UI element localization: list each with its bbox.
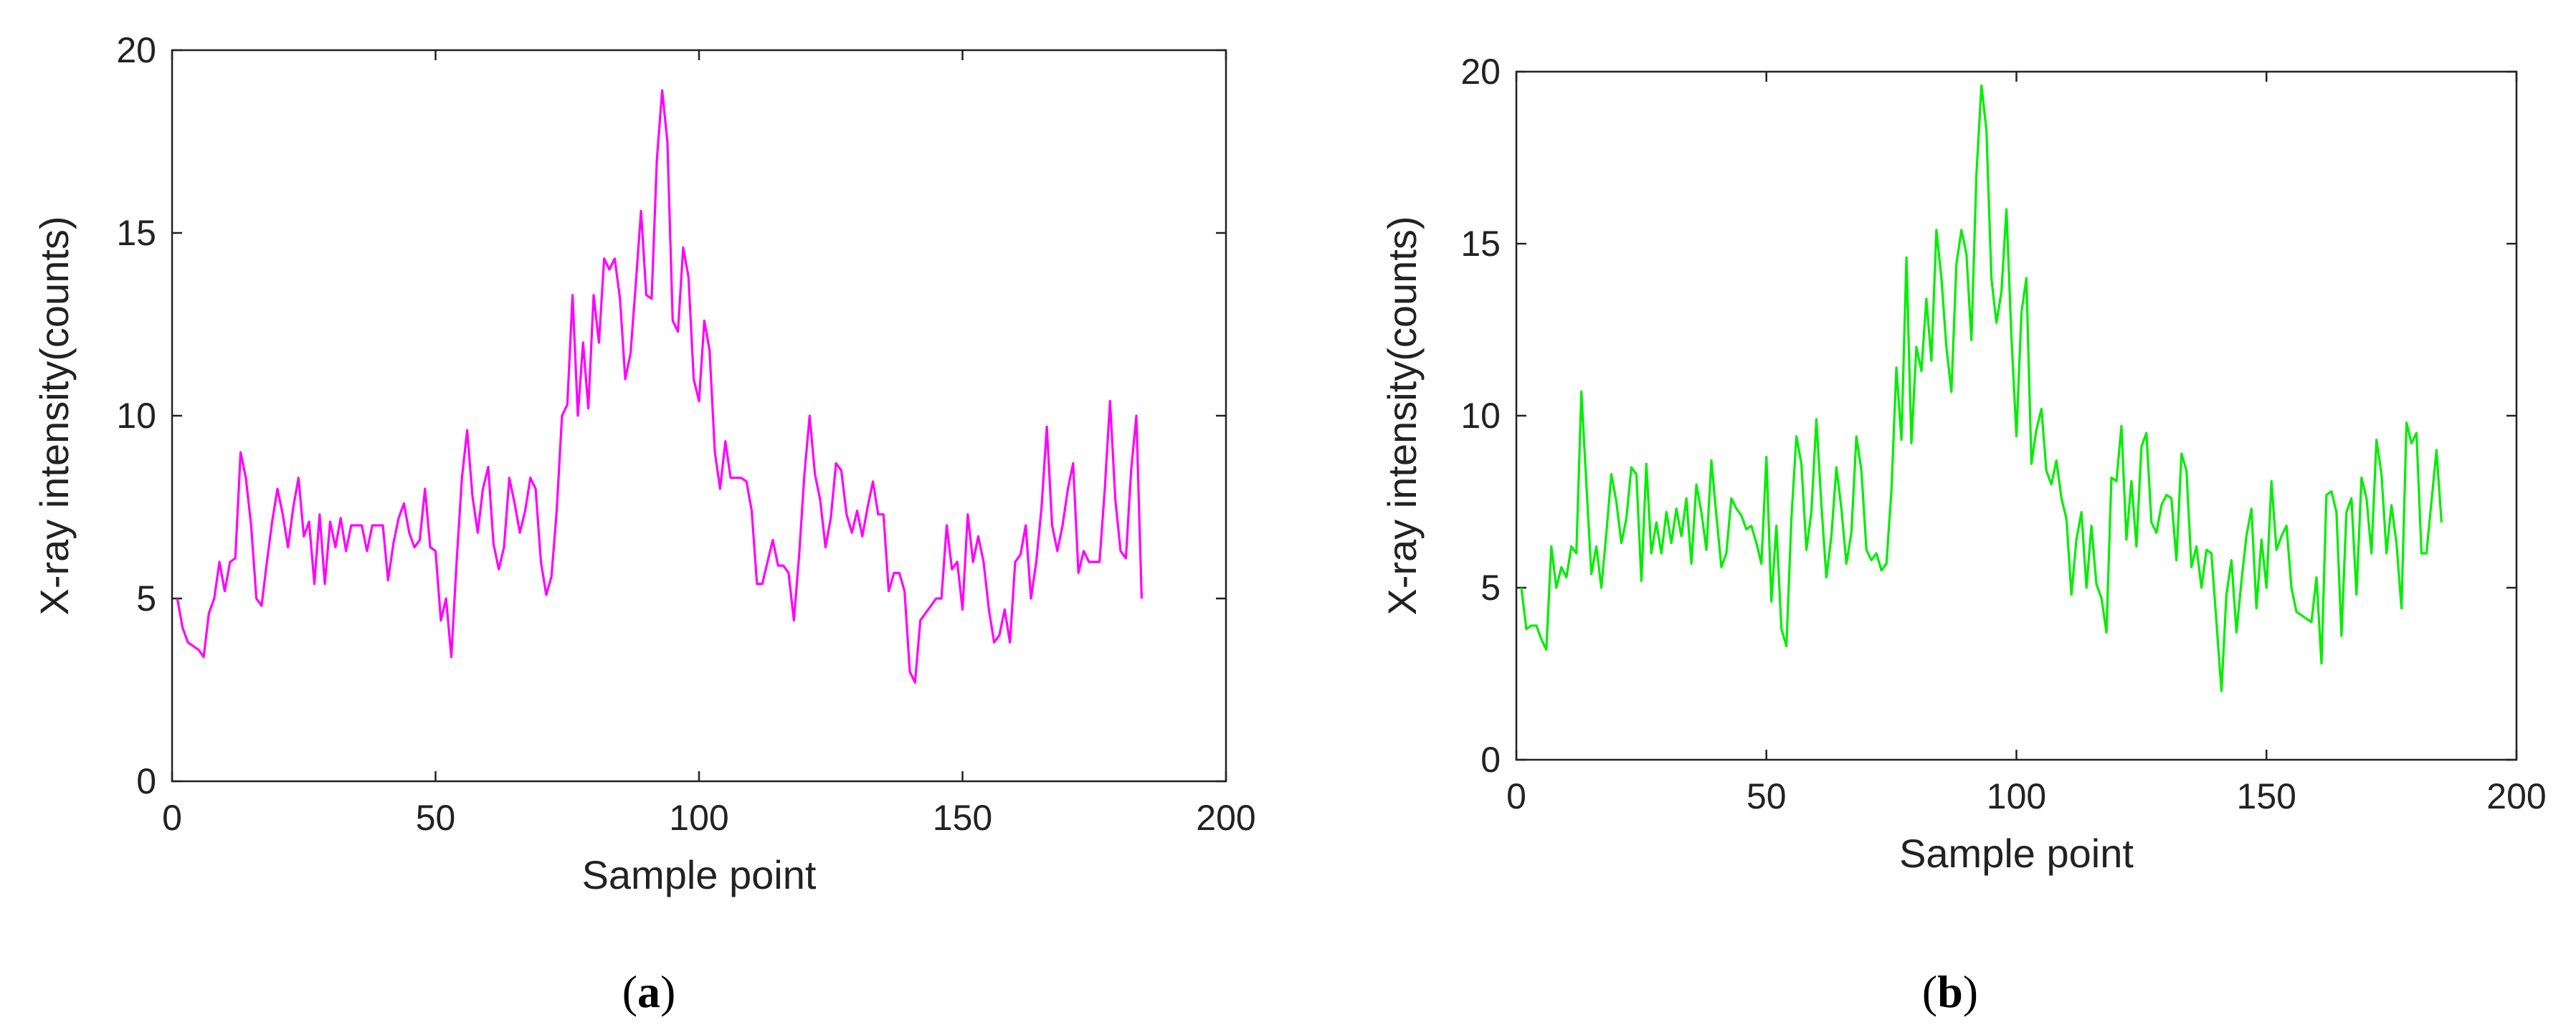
y-tick-label: 15 <box>1460 224 1501 264</box>
y-tick-label: 0 <box>136 761 156 801</box>
caption-open-paren: ( <box>1922 966 1937 1017</box>
x-tick-label: 100 <box>669 798 728 838</box>
caption-close-paren: ) <box>1963 966 1978 1017</box>
x-tick-label: 200 <box>2486 776 2546 816</box>
caption-letter: b <box>1937 966 1963 1017</box>
x-tick-label: 50 <box>416 798 456 838</box>
y-tick-label: 20 <box>116 30 156 70</box>
y-tick-label: 5 <box>136 578 156 619</box>
x-tick-label: 0 <box>162 798 182 838</box>
y-tick-label: 10 <box>116 396 156 436</box>
x-tick-label: 150 <box>2237 776 2296 816</box>
plot-frame <box>171 49 1227 783</box>
y-tick-label: 20 <box>1460 52 1501 92</box>
x-tick-label: 100 <box>1987 776 2046 816</box>
x-axis-label: Sample point <box>582 852 817 897</box>
x-axis-label: Sample point <box>1899 831 2134 876</box>
y-tick-label: 5 <box>1481 568 1501 608</box>
panel-caption: (a) <box>622 966 676 1017</box>
x-tick-label: 200 <box>1196 798 1255 838</box>
y-axis-label: X-ray intensity(counts) <box>32 216 77 615</box>
chart-panel-b: 0 50 100 150 200 0 5 10 15 20 Sample point X-ray in… <box>1379 52 2547 1017</box>
x-tick-label: 50 <box>1746 776 1787 816</box>
y-axis-label: X-ray intensity(counts) <box>1379 216 1425 615</box>
x-tick-label: 0 <box>1506 776 1526 816</box>
series-line-a-0 <box>176 89 1143 684</box>
y-tick-label: 10 <box>1460 396 1501 436</box>
panel-caption: (b) <box>1922 966 1978 1017</box>
x-tick-label: 150 <box>933 798 992 838</box>
chart-panel-a: 0 50 100 150 200 0 5 10 15 20 Sample point X-ray in… <box>32 30 1256 1017</box>
caption-close-paren: ) <box>660 966 675 1017</box>
y-tick-label: 15 <box>116 213 156 253</box>
caption-open-paren: ( <box>622 966 637 1017</box>
y-tick-label: 0 <box>1481 740 1501 780</box>
series-line-b-0 <box>1520 84 2443 692</box>
caption-letter: a <box>637 966 660 1017</box>
